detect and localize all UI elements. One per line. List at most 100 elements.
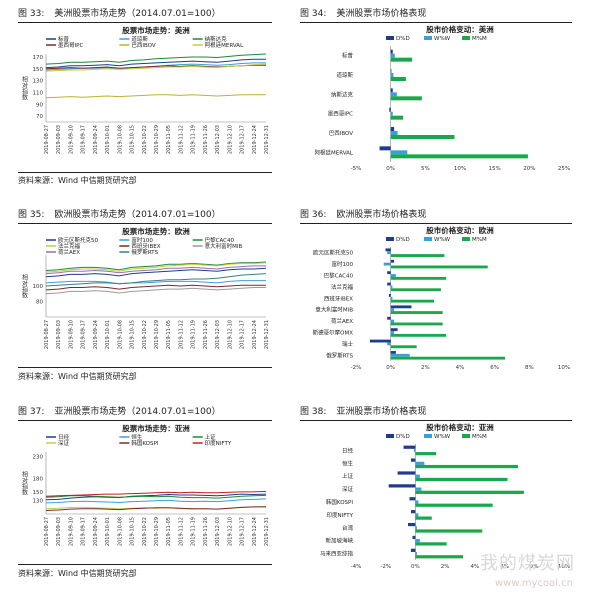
figure-number: 图 34: [300, 9, 327, 19]
series-line [45, 498, 267, 504]
x-tick-label: 2019-09-24 [93, 320, 99, 349]
x-tick-label: 2019-10-01 [105, 125, 111, 154]
bar [388, 484, 416, 488]
bar [390, 69, 392, 73]
title-rule [18, 223, 272, 224]
watermark-text: 我的煤炭网 [480, 553, 575, 574]
bar [390, 49, 393, 54]
y-tick-label: 230 [33, 454, 44, 460]
series-line [45, 58, 266, 69]
legend-label: 道琼斯 [131, 35, 148, 43]
bar [408, 522, 416, 527]
x-tick-label: 2019-10-15 [130, 125, 136, 154]
source-note: 资料来源：Wind 中信期货研究部 [18, 372, 137, 381]
x-tick-label: 5% [421, 166, 430, 172]
x-tick-label: 2019-08-27 [44, 125, 50, 154]
source-note: 资料来源：Wind 中信期货研究部 [18, 176, 137, 185]
bar [390, 154, 528, 159]
bar [397, 471, 416, 475]
series-line [45, 273, 267, 287]
category-label: 瑞士 [342, 340, 354, 348]
x-tick-label: 2019-12-31 [264, 320, 270, 349]
bar [390, 353, 410, 357]
y-tick-label: 150 [33, 67, 44, 73]
title-rule [300, 22, 572, 23]
x-tick-label: 4% [470, 564, 479, 570]
x-tick-label: 2019-09-03 [56, 125, 62, 154]
bar [390, 299, 434, 303]
figure-number: 图 37: [18, 407, 45, 417]
category-label: 荷兰AEX [331, 317, 353, 325]
x-tick-label: 15% [489, 166, 501, 172]
legend-label: W%W [434, 237, 451, 243]
legend-swatch [386, 434, 394, 438]
x-tick-label: 2% [441, 564, 450, 570]
figure-34-title: 图 34: 美洲股票市场价格表现 [300, 6, 426, 19]
x-tick-label: 25% [558, 166, 570, 172]
bar [369, 339, 391, 343]
bar [390, 96, 422, 101]
bar [410, 548, 416, 552]
chart-inner-title: 股票市场走势：亚洲 [122, 423, 190, 433]
series-line [45, 284, 266, 291]
bar [415, 539, 420, 543]
bar [415, 452, 437, 456]
x-tick-label: 2019-10-08 [117, 125, 123, 154]
figure-title-text: 欧洲股票市场价格表现 [336, 210, 427, 220]
y-tick-label: 100 [33, 284, 44, 290]
bar [415, 477, 508, 482]
series-line [45, 265, 266, 275]
title-rule [300, 223, 572, 224]
bar [390, 328, 398, 332]
x-tick-label: 2019-09-17 [81, 517, 87, 546]
bar [390, 333, 447, 337]
bar [390, 305, 412, 309]
bar [403, 445, 416, 449]
bottom-rule [18, 172, 272, 173]
figure-title-text: 亚洲股票市场价格表现 [336, 407, 427, 417]
category-label: 斯德哥尔摩OMX [313, 329, 354, 337]
series-line [45, 493, 267, 501]
legend-swatch [462, 36, 470, 40]
title-rule [18, 22, 272, 23]
y-tick-label: 180 [33, 477, 44, 483]
category-label: 法兰克福 [331, 283, 354, 291]
bar [390, 319, 395, 323]
legend-label: 深证 [58, 439, 70, 447]
x-tick-label: 20% [523, 166, 535, 172]
y-tick-label: 80 [36, 300, 43, 306]
x-tick-label: 2019-11-05 [166, 517, 172, 546]
category-label: 上证 [342, 472, 354, 480]
bar [413, 448, 416, 453]
x-tick-label: 6% [500, 564, 509, 570]
x-tick-label: 2019-09-24 [93, 125, 99, 154]
y-axis-label: 相对指数 [21, 470, 28, 496]
x-tick-label: 2019-12-31 [264, 125, 270, 154]
figure-35-title: 图 35: 欧洲股票市场走势（2014.07.01=100） [18, 207, 221, 220]
figure-33-title: 图 33: 美洲股票市场走势（2014.07.01=100） [18, 6, 221, 19]
legend-label: 巴西IBOV [131, 42, 156, 49]
bar [390, 135, 455, 139]
figure-number: 图 36: [300, 210, 327, 220]
category-label: 富时100 [332, 260, 354, 268]
bar [409, 497, 416, 501]
x-tick-label: 2019-09-03 [56, 320, 62, 349]
x-tick-label: 2019-09-17 [81, 125, 87, 154]
x-tick-label: 2019-12-24 [252, 320, 258, 349]
x-tick-label: -2% [380, 564, 391, 570]
title-rule [300, 420, 572, 421]
legend-label: D%D [396, 36, 410, 42]
figure-38-title: 图 38: 亚洲股票市场价格表现 [300, 404, 426, 417]
bar [410, 510, 416, 514]
bar [390, 57, 413, 62]
bar [415, 464, 518, 469]
y-tick-label: 130 [33, 79, 44, 85]
x-tick-label: 10% [454, 166, 466, 172]
bar [390, 254, 445, 257]
x-tick-label: 2019-09-10 [68, 517, 74, 546]
x-tick-label: 2019-10-01 [105, 320, 111, 349]
x-tick-label: 2019-10-15 [130, 320, 136, 349]
legend-label: 西班牙IBEX [131, 242, 160, 250]
